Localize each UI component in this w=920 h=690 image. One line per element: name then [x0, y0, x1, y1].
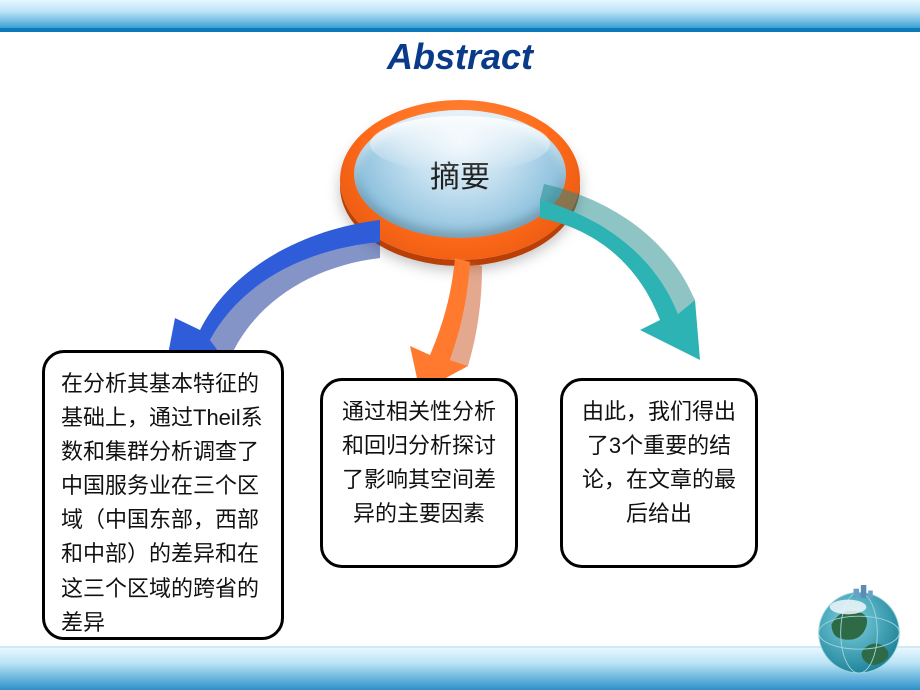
box-left-text: 在分析其基本特征的基础上，通过Theil系数和集群分析调查了中国服务业在三个区域… — [61, 371, 263, 635]
box-middle: 通过相关性分析和回归分析探讨了影响其空间差异的主要因素 — [320, 378, 518, 568]
box-right: 由此，我们得出了3个重要的结论，在文章的最后给出 — [560, 378, 758, 568]
box-right-text: 由此，我们得出了3个重要的结论，在文章的最后给出 — [582, 399, 736, 526]
box-middle-text: 通过相关性分析和回归分析探讨了影响其空间差异的主要因素 — [342, 399, 496, 526]
boxes-layer: 在分析其基本特征的基础上，通过Theil系数和集群分析调查了中国服务业在三个区域… — [0, 0, 920, 690]
bottom-gradient-bar — [0, 646, 920, 690]
box-left: 在分析其基本特征的基础上，通过Theil系数和集群分析调查了中国服务业在三个区域… — [42, 350, 284, 640]
